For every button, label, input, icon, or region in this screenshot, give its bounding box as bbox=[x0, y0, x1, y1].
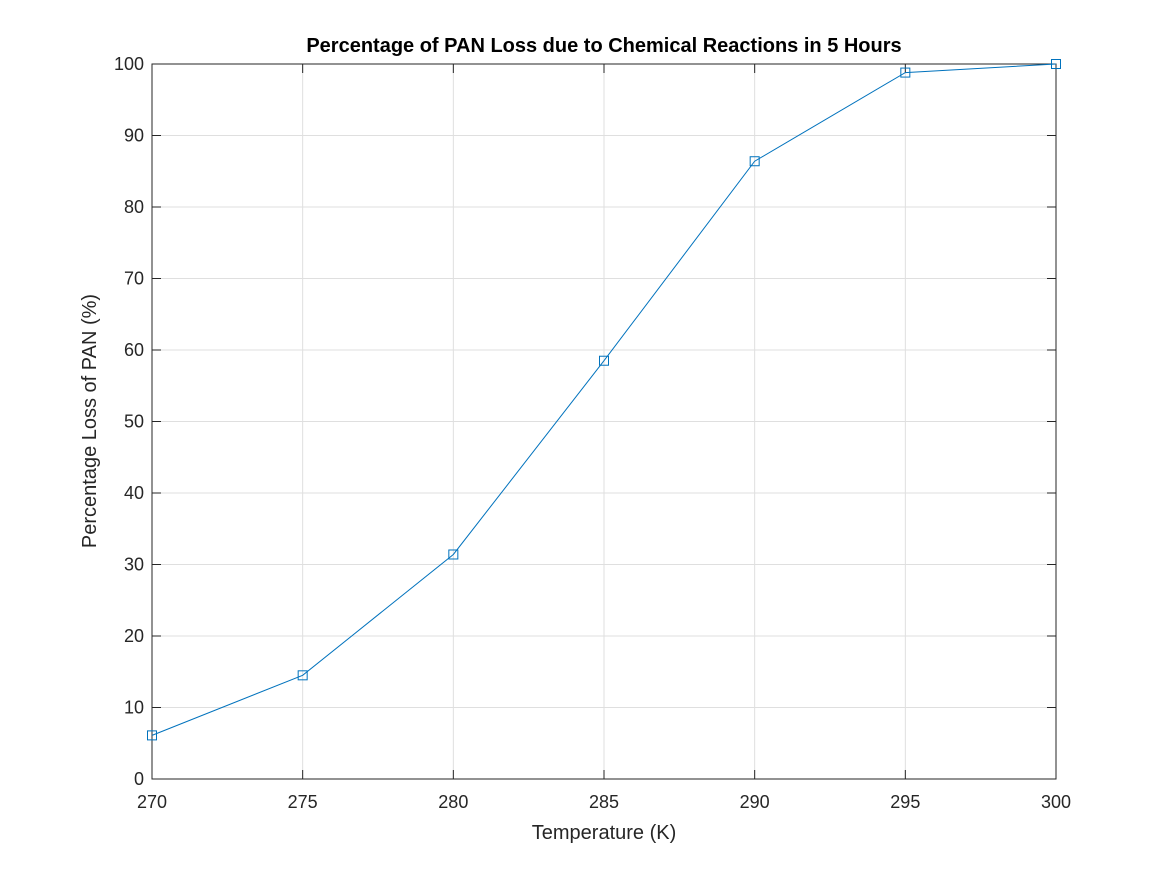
x-tick-label: 295 bbox=[890, 792, 920, 812]
y-tick-label: 40 bbox=[124, 483, 144, 503]
y-tick-label: 20 bbox=[124, 626, 144, 646]
x-tick-label: 275 bbox=[288, 792, 318, 812]
data-point-marker bbox=[297, 670, 308, 681]
data-point-marker bbox=[147, 730, 157, 741]
data-point-marker bbox=[749, 156, 760, 167]
plot-frame bbox=[151, 63, 1057, 780]
data-point-marker bbox=[900, 67, 911, 78]
y-tick-label: 80 bbox=[124, 197, 144, 217]
y-tick-label: 0 bbox=[134, 769, 144, 789]
x-axis-label: Temperature (K) bbox=[532, 822, 677, 844]
y-axis-label: Percentage Loss of PAN (%) bbox=[79, 294, 101, 548]
x-tick-label: 300 bbox=[1041, 792, 1071, 812]
data-point-marker bbox=[448, 549, 459, 560]
x-tick-label: 280 bbox=[438, 792, 468, 812]
x-tick-label: 270 bbox=[137, 792, 167, 812]
chart-title: Percentage of PAN Loss due to Chemical R… bbox=[306, 35, 901, 57]
series-line bbox=[151, 63, 1057, 736]
series-group bbox=[147, 59, 1061, 741]
y-tick-label: 90 bbox=[124, 126, 144, 146]
data-point-marker bbox=[1051, 59, 1061, 69]
y-tick-label: 10 bbox=[124, 698, 144, 718]
y-tick-label: 100 bbox=[114, 54, 144, 74]
data-point-marker bbox=[599, 355, 609, 366]
x-tick-labels: 270 275 280 285 290 295 300 bbox=[137, 792, 1071, 812]
y-tick-label: 60 bbox=[124, 340, 144, 360]
x-tick-label: 290 bbox=[740, 792, 770, 812]
y-tick-label: 50 bbox=[124, 412, 144, 432]
y-tick-labels: 0 10 20 30 40 50 60 70 80 90 100 bbox=[114, 54, 144, 789]
y-tick-label: 30 bbox=[124, 555, 144, 575]
y-tick-label: 70 bbox=[124, 269, 144, 289]
x-tick-label: 285 bbox=[589, 792, 619, 812]
